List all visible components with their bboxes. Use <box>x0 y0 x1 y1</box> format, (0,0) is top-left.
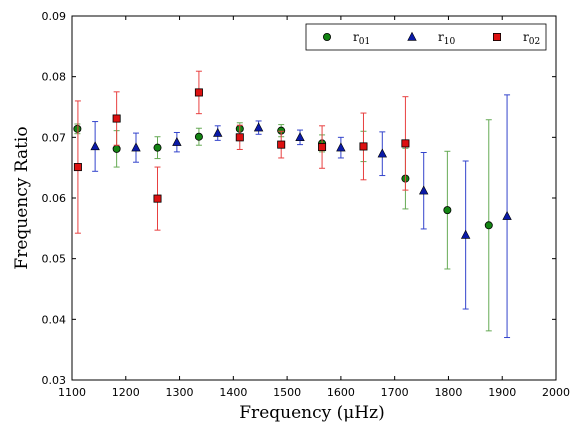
data-point-r02 <box>153 194 162 203</box>
y-tick-label: 0.08 <box>42 71 67 84</box>
x-tick-label: 1300 <box>166 386 194 399</box>
data-point-r01 <box>112 144 121 153</box>
data-point-r01 <box>73 124 82 133</box>
y-tick-label: 0.07 <box>42 131 67 144</box>
x-tick-label: 1800 <box>434 386 462 399</box>
data-point-r01 <box>484 221 493 230</box>
data-point-r10 <box>213 127 223 137</box>
legend-marker-r01 <box>322 33 331 42</box>
data-point-r01 <box>153 143 162 152</box>
data-point-r02 <box>194 88 203 97</box>
data-point-r02 <box>112 114 121 123</box>
ticks-layer: 1100 1200 1300 1400 1500 1600 1700 1800 1900 2000… <box>42 10 571 399</box>
data-point-r02 <box>277 140 286 149</box>
data-point-r10 <box>131 142 141 152</box>
y-tick-label: 0.06 <box>42 192 67 205</box>
data-point-r10 <box>419 185 429 195</box>
legend-label-main: r <box>353 30 359 44</box>
data-point-r10 <box>377 148 387 158</box>
data-point-r10 <box>460 229 471 239</box>
data-point-r02 <box>318 143 327 152</box>
legend-label-sub: 02 <box>529 37 540 47</box>
x-axis-label: Frequency (μHz) <box>239 403 384 423</box>
y-tick-label: 0.04 <box>42 313 67 326</box>
x-tick-label: 1200 <box>112 386 140 399</box>
y-axis-label: Frequency Ratio <box>12 126 32 269</box>
legend-marker-r10 <box>407 31 417 41</box>
legend-label-sub: 10 <box>444 37 456 47</box>
legend-label-main: r <box>523 30 529 44</box>
data-point-r02 <box>401 139 410 148</box>
data-point-r10 <box>172 136 182 146</box>
x-tick-label: 1100 <box>58 386 86 399</box>
x-tick-label: 1500 <box>273 386 301 399</box>
data-point-r02 <box>359 142 368 151</box>
series-r02 <box>73 70 410 234</box>
data-layer <box>73 70 512 339</box>
data-point-r10 <box>90 141 100 151</box>
data-point-r10 <box>253 122 264 132</box>
y-tick-label: 0.05 <box>42 253 67 266</box>
legend-label-r01: r01 <box>353 30 370 47</box>
legend-box <box>305 23 547 51</box>
legend: r01 r10 r02 <box>305 23 547 51</box>
x-tick-label: 1400 <box>219 386 247 399</box>
series-r10 <box>90 94 512 339</box>
legend-label-main: r <box>438 30 444 44</box>
y-tick-label: 0.09 <box>42 10 67 23</box>
x-tick-label: 1900 <box>488 386 516 399</box>
x-tick-label: 1700 <box>381 386 409 399</box>
data-point-r02 <box>73 163 82 172</box>
y-tick-label: 0.03 <box>42 374 67 387</box>
data-point-r10 <box>295 132 305 142</box>
x-tick-label: 2000 <box>542 386 570 399</box>
legend-label-r02: r02 <box>523 30 540 47</box>
legend-label-sub: 01 <box>359 37 370 47</box>
data-point-r01 <box>194 132 203 141</box>
data-point-r01 <box>443 206 452 215</box>
data-point-r10 <box>502 210 512 220</box>
x-tick-label: 1600 <box>327 386 355 399</box>
data-point-r10 <box>336 142 346 152</box>
legend-label-r10: r10 <box>438 30 455 47</box>
legend-marker-r02 <box>492 33 501 42</box>
data-point-r02 <box>235 133 244 142</box>
